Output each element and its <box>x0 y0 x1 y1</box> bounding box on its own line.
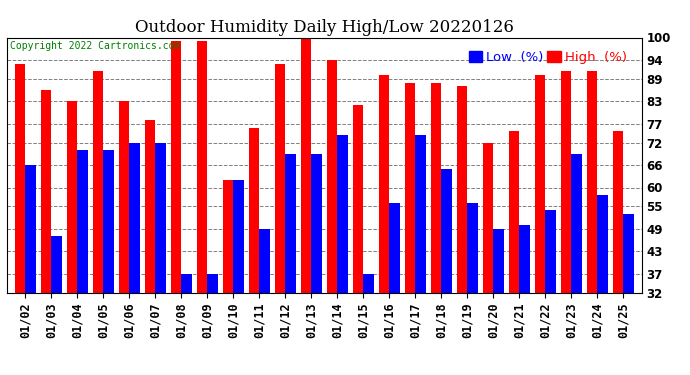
Bar <box>483 142 493 292</box>
Bar <box>155 142 166 292</box>
Bar <box>405 82 415 292</box>
Title: Outdoor Humidity Daily High/Low 20220126: Outdoor Humidity Daily High/Low 20220126 <box>135 19 514 36</box>
Bar <box>327 60 337 292</box>
Legend: Low  (%), High  (%): Low (%), High (%) <box>464 45 632 69</box>
Bar <box>181 274 192 292</box>
Bar <box>467 202 477 292</box>
Bar <box>197 41 207 292</box>
Bar <box>104 150 114 292</box>
Bar <box>233 180 244 292</box>
Bar <box>389 202 400 292</box>
Text: Copyright 2022 Cartronics.com: Copyright 2022 Cartronics.com <box>10 41 181 51</box>
Bar <box>520 225 530 292</box>
Bar <box>285 154 296 292</box>
Bar <box>119 101 129 292</box>
Bar <box>598 195 608 292</box>
Bar <box>457 86 467 292</box>
Bar <box>41 90 51 292</box>
Bar <box>587 71 598 292</box>
Bar <box>301 38 311 292</box>
Bar <box>275 64 285 292</box>
Bar <box>51 236 61 292</box>
Bar <box>171 41 181 292</box>
Bar <box>379 75 389 292</box>
Bar <box>571 154 582 292</box>
Bar <box>353 105 364 292</box>
Bar <box>223 180 233 292</box>
Bar <box>535 75 545 292</box>
Bar <box>145 120 155 292</box>
Bar <box>77 150 88 292</box>
Bar <box>249 128 259 292</box>
Bar <box>25 165 35 292</box>
Bar <box>92 71 104 292</box>
Bar <box>207 274 217 292</box>
Bar <box>431 82 442 292</box>
Bar <box>67 101 77 292</box>
Bar <box>561 71 571 292</box>
Bar <box>493 229 504 292</box>
Bar <box>442 169 452 292</box>
Bar <box>259 229 270 292</box>
Bar <box>129 142 139 292</box>
Bar <box>337 135 348 292</box>
Bar <box>364 274 374 292</box>
Bar <box>509 131 520 292</box>
Bar <box>311 154 322 292</box>
Bar <box>624 214 634 292</box>
Bar <box>613 131 624 292</box>
Bar <box>545 210 556 292</box>
Bar <box>14 64 25 292</box>
Bar <box>415 135 426 292</box>
